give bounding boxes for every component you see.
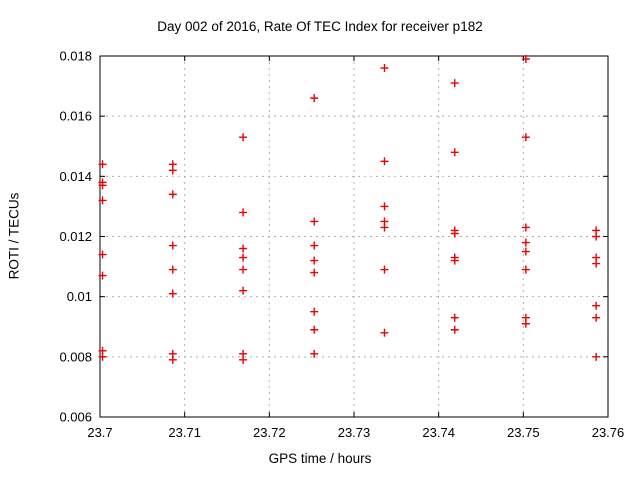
data-point-marker bbox=[592, 259, 601, 268]
x-tick-label: 23.76 bbox=[592, 425, 625, 440]
data-point-marker bbox=[168, 166, 177, 175]
data-point-marker bbox=[168, 289, 177, 298]
x-tick-label: 23.73 bbox=[338, 425, 371, 440]
data-point-marker bbox=[98, 250, 107, 259]
x-tick-label: 23.72 bbox=[253, 425, 286, 440]
data-point-marker bbox=[168, 355, 177, 364]
data-point-marker bbox=[450, 229, 459, 238]
data-point-marker bbox=[380, 265, 389, 274]
data-point-marker bbox=[380, 223, 389, 232]
data-point-marker bbox=[239, 133, 248, 142]
y-tick-label: 0.008 bbox=[59, 349, 92, 364]
y-tick-label: 0.016 bbox=[59, 109, 92, 124]
data-point-marker bbox=[521, 238, 530, 247]
data-point-marker bbox=[450, 313, 459, 322]
chart-title: Day 002 of 2016, Rate Of TEC Index for r… bbox=[157, 19, 483, 34]
data-point-marker bbox=[521, 247, 530, 256]
x-tick-label: 23.74 bbox=[422, 425, 455, 440]
data-point-marker bbox=[310, 307, 319, 316]
data-point-marker bbox=[239, 208, 248, 217]
x-tick-label: 23.7 bbox=[87, 425, 112, 440]
data-point-marker bbox=[521, 55, 530, 64]
x-tick-label: 23.75 bbox=[507, 425, 540, 440]
data-point-marker bbox=[521, 319, 530, 328]
data-point-marker bbox=[239, 244, 248, 253]
data-point-marker bbox=[521, 265, 530, 274]
data-point-marker bbox=[239, 253, 248, 262]
data-point-marker bbox=[592, 301, 601, 310]
data-point-marker bbox=[310, 217, 319, 226]
data-point-marker bbox=[380, 328, 389, 337]
data-point-marker bbox=[450, 79, 459, 88]
data-point-marker bbox=[168, 190, 177, 199]
data-point-marker bbox=[592, 352, 601, 361]
data-point-marker bbox=[521, 133, 530, 142]
data-point-marker bbox=[310, 349, 319, 358]
x-tick-label: 23.71 bbox=[168, 425, 201, 440]
data-point-marker bbox=[310, 325, 319, 334]
y-tick-label: 0.01 bbox=[67, 289, 92, 304]
y-tick-label: 0.006 bbox=[59, 410, 92, 425]
data-point-marker bbox=[592, 232, 601, 241]
data-point-marker bbox=[168, 241, 177, 250]
data-point-marker bbox=[450, 325, 459, 334]
data-point-marker bbox=[98, 160, 107, 169]
data-point-marker bbox=[168, 265, 177, 274]
data-point-marker bbox=[380, 64, 389, 73]
y-tick-label: 0.018 bbox=[59, 49, 92, 64]
x-axis-title: GPS time / hours bbox=[268, 451, 372, 466]
data-point-marker bbox=[239, 286, 248, 295]
data-point-marker bbox=[98, 352, 107, 361]
data-point-marker bbox=[592, 313, 601, 322]
data-point-marker bbox=[239, 355, 248, 364]
data-point-marker bbox=[310, 241, 319, 250]
data-point-marker bbox=[450, 256, 459, 265]
data-point-marker bbox=[98, 271, 107, 280]
y-tick-label: 0.014 bbox=[59, 169, 92, 184]
data-point-marker bbox=[310, 256, 319, 265]
data-point-marker bbox=[310, 94, 319, 103]
data-point-marker bbox=[450, 148, 459, 157]
data-point-marker bbox=[98, 196, 107, 205]
data-point-marker bbox=[98, 181, 107, 190]
data-point-marker bbox=[380, 202, 389, 211]
y-tick-label: 0.012 bbox=[59, 229, 92, 244]
data-point-marker bbox=[380, 157, 389, 166]
data-point-marker bbox=[521, 223, 530, 232]
data-point-marker bbox=[239, 265, 248, 274]
data-point-marker bbox=[310, 268, 319, 277]
